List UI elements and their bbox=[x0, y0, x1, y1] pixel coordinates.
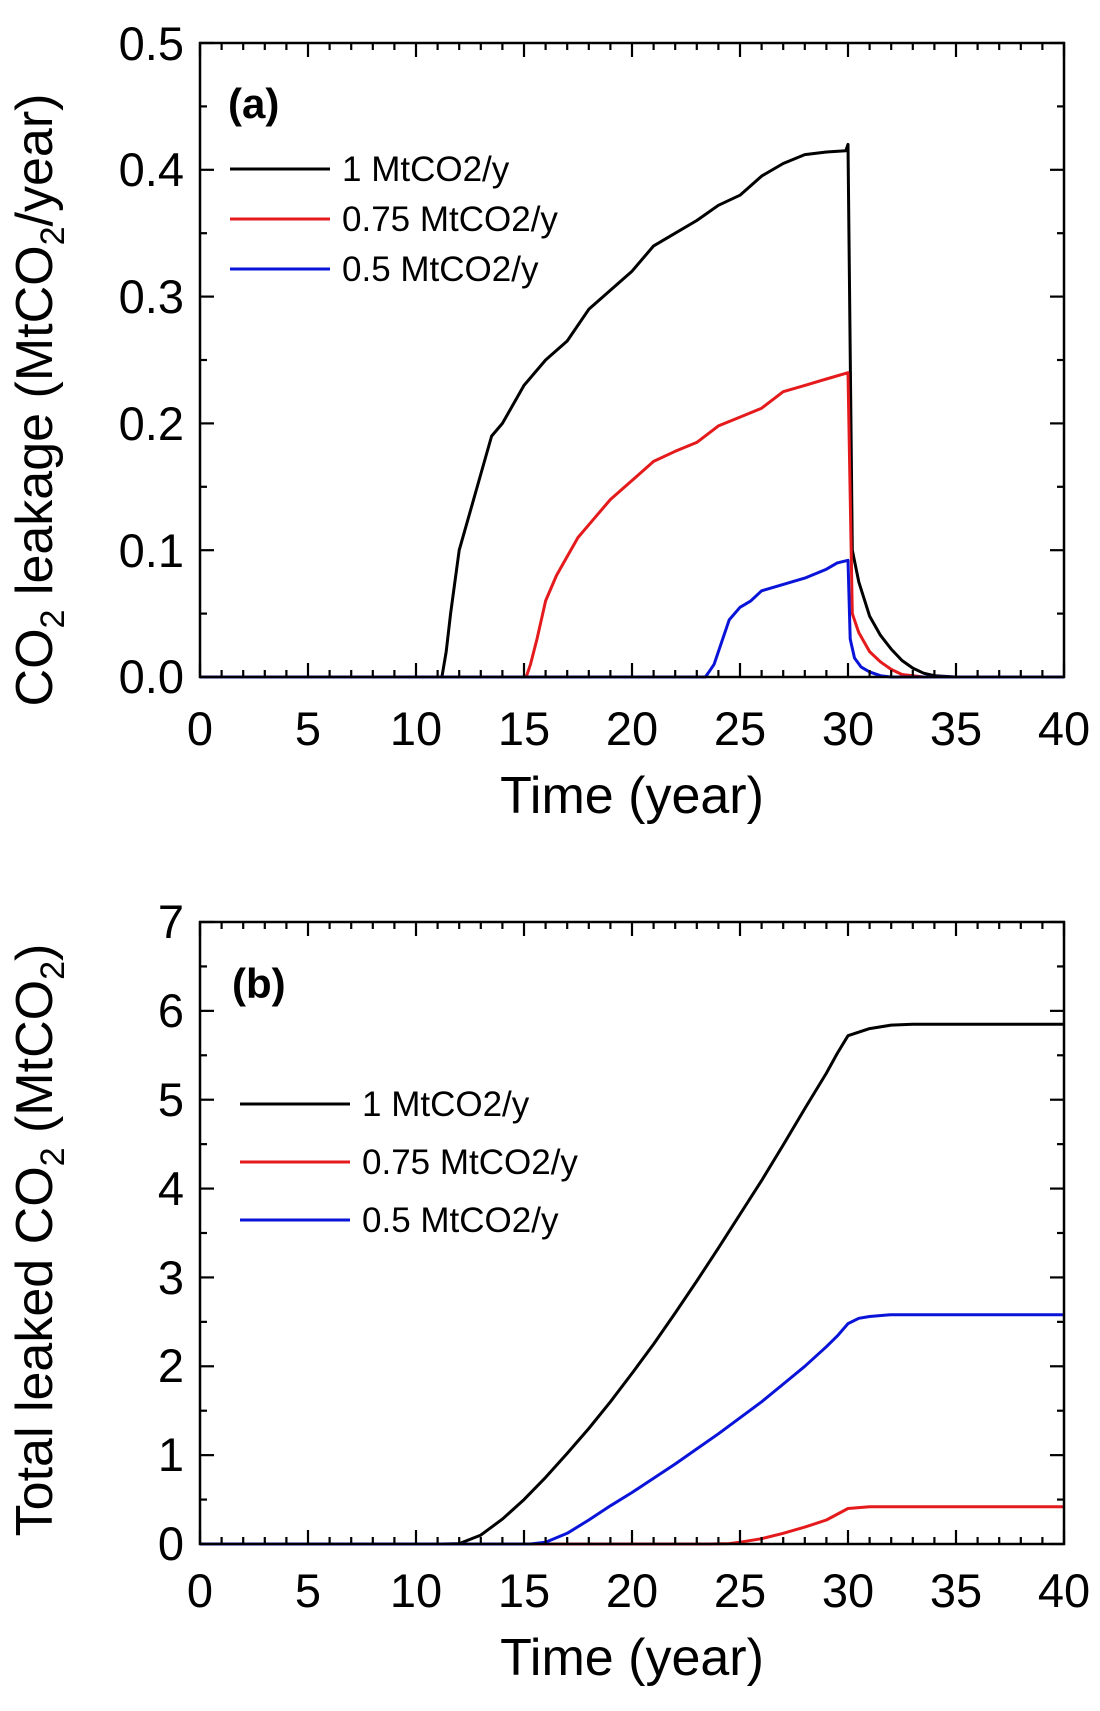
panel-b-xtick-25: 25 bbox=[714, 1564, 766, 1617]
panel-b-ytick-7: 7 bbox=[158, 895, 184, 948]
panel-b-legend-label-3: 0.5 MtCO2/y bbox=[362, 1201, 559, 1240]
panel-b: Total leaked CO2 (MtCO2) 0 5 10 15 20 25… bbox=[6, 895, 1090, 1687]
panel-a-xtick-40: 40 bbox=[1038, 702, 1090, 755]
panel-a-series-line-3 bbox=[200, 558, 1064, 679]
panel-b-xtick-labels: 0 5 10 15 20 25 30 35 40 bbox=[187, 1564, 1090, 1617]
panel-b-frame bbox=[198, 920, 1066, 1546]
panel-b-ytick-0: 0 bbox=[158, 1517, 184, 1570]
panel-a-xtick-25: 25 bbox=[714, 702, 766, 755]
panel-a-ytick-0.5: 0.5 bbox=[119, 17, 184, 70]
panel-a-xtick-5: 5 bbox=[295, 702, 321, 755]
panel-a-xtick-15: 15 bbox=[498, 702, 550, 755]
panel-b-xtick-5: 5 bbox=[295, 1564, 321, 1617]
panel-b-ylabel: Total leaked CO2 (MtCO2) bbox=[6, 944, 72, 1537]
panel-b-ytick-labels: 0 1 2 3 4 5 6 7 bbox=[158, 895, 184, 1570]
panel-a-ytick-0.1: 0.1 bbox=[119, 524, 184, 577]
panel-a-data-lines bbox=[200, 142, 1064, 679]
panel-a-label: (a) bbox=[228, 80, 279, 127]
panel-b-xtick-30: 30 bbox=[822, 1564, 874, 1617]
panel-b-label: (b) bbox=[232, 960, 286, 1007]
panel-b-xtick-40: 40 bbox=[1038, 1564, 1090, 1617]
panel-a-xlabel: Time (year) bbox=[500, 767, 764, 825]
panel-b-series-line-1 bbox=[200, 1022, 1064, 1546]
panel-b-ytick-5: 5 bbox=[158, 1073, 184, 1126]
panel-a-xtick-30: 30 bbox=[822, 702, 874, 755]
panel-b-series-line-3 bbox=[200, 1313, 1064, 1546]
panel-a-series-line-2 bbox=[200, 371, 1064, 679]
panel-a-ticks bbox=[198, 41, 1066, 679]
panel-a-frame bbox=[198, 41, 1066, 679]
panel-b-xtick-20: 20 bbox=[606, 1564, 658, 1617]
panel-a-legend-label-2: 0.75 MtCO2/y bbox=[342, 200, 558, 239]
panel-a-ylabel: CO2 leakage (MtCO2/year) bbox=[6, 94, 72, 707]
panel-a-ytick-0.0: 0.0 bbox=[119, 650, 184, 703]
panel-a-legend: 1 MtCO2/y 0.75 MtCO2/y 0.5 MtCO2/y bbox=[230, 150, 558, 289]
panel-b-ytick-2: 2 bbox=[158, 1339, 184, 1392]
panel-b-xtick-15: 15 bbox=[498, 1564, 550, 1617]
panel-b-ytick-3: 3 bbox=[158, 1251, 184, 1304]
panel-b-ticks bbox=[198, 920, 1066, 1546]
panel-a: CO2 leakage (MtCO2/year) 0 5 10 15 20 25… bbox=[6, 17, 1090, 825]
panel-a-ylabel-text: CO2 leakage (MtCO2/year) bbox=[6, 94, 72, 707]
panel-a-xtick-labels: 0 5 10 15 20 25 30 35 40 bbox=[187, 702, 1090, 755]
panel-a-xtick-20: 20 bbox=[606, 702, 658, 755]
panel-a-ytick-0.3: 0.3 bbox=[119, 270, 184, 323]
panel-a-xtick-10: 10 bbox=[390, 702, 442, 755]
panel-a-xtick-35: 35 bbox=[930, 702, 982, 755]
panel-b-data-lines bbox=[200, 1022, 1064, 1546]
panel-a-ytick-0.2: 0.2 bbox=[119, 397, 184, 450]
panel-b-xtick-35: 35 bbox=[930, 1564, 982, 1617]
panel-b-xtick-10: 10 bbox=[390, 1564, 442, 1617]
panel-a-xtick-0: 0 bbox=[187, 702, 213, 755]
panel-b-legend: 1 MtCO2/y 0.75 MtCO2/y 0.5 MtCO2/y bbox=[240, 1085, 578, 1240]
panel-b-ytick-6: 6 bbox=[158, 984, 184, 1037]
panel-b-xlabel: Time (year) bbox=[500, 1629, 764, 1687]
panel-b-legend-label-1: 1 MtCO2/y bbox=[362, 1085, 530, 1124]
panel-b-ytick-4: 4 bbox=[158, 1162, 184, 1215]
panel-a-legend-label-1: 1 MtCO2/y bbox=[342, 150, 510, 189]
panel-a-ytick-0.4: 0.4 bbox=[119, 143, 184, 196]
panel-b-ytick-1: 1 bbox=[158, 1428, 184, 1481]
panel-a-legend-label-3: 0.5 MtCO2/y bbox=[342, 250, 539, 289]
panel-a-ytick-labels: 0.0 0.1 0.2 0.3 0.4 0.5 bbox=[119, 17, 184, 703]
panel-a-series-line-1 bbox=[200, 142, 1064, 679]
panel-b-legend-label-2: 0.75 MtCO2/y bbox=[362, 1143, 578, 1182]
panel-b-ylabel-text: Total leaked CO2 (MtCO2) bbox=[6, 944, 72, 1537]
panel-b-xtick-0: 0 bbox=[187, 1564, 213, 1617]
